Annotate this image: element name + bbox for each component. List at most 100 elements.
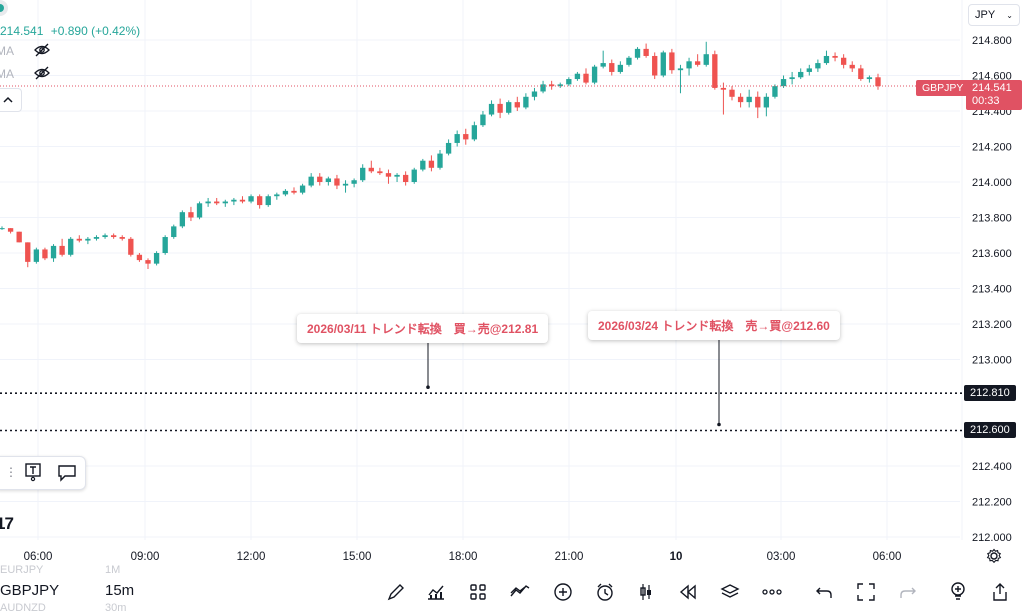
candle [626,55,632,67]
candle [798,68,804,80]
ideas-lightbulb-icon[interactable] [946,580,970,604]
candle-body [506,102,512,113]
candle-body [377,171,383,174]
candle-body [849,64,855,69]
candle-body [463,134,469,140]
price-axis-label: 213.000 [972,355,1012,367]
price-axis-label: 214.200 [972,142,1012,154]
eye-off-icon[interactable] [34,42,50,61]
candle-body [634,48,641,58]
legend-change: +0.890 (+0.42%) [50,24,141,38]
candle-body [42,249,48,259]
candle-body [866,77,873,80]
candle-body [669,52,675,71]
candle [471,121,478,142]
candle [755,91,761,119]
candle-body [763,96,770,108]
candle-body [171,226,177,238]
watchlist-row-above[interactable]: EURJPY 1M [0,564,120,576]
more-options-icon[interactable] [760,580,784,604]
candle-body [488,103,495,115]
annotation-callout-1[interactable]: 2026/03/11 トレンド転換 買→売@212.81 [297,314,549,343]
candle [342,180,349,193]
drag-handle-icon[interactable]: ⋮ [5,465,17,479]
eye-off-icon[interactable] [34,65,50,84]
layers-icon[interactable] [718,580,742,604]
candle [308,173,314,188]
candle-body [798,71,804,78]
annotation-callout-2[interactable]: 2026/03/24 トレンド転換 売→買@212.60 [588,311,840,340]
candle-body [33,249,40,262]
fullscreen-icon[interactable] [854,580,878,604]
candle-body [16,231,22,243]
candle-body [609,63,615,72]
candle [274,192,280,200]
candle [548,80,555,90]
candle-body [265,196,271,206]
indicator-row-1[interactable]: MA [0,43,50,58]
settings-gear-icon[interactable] [986,548,1002,569]
candle [188,206,194,222]
bar-countdown: 00:33 [972,95,1000,107]
candle-body [214,201,220,204]
candle [875,73,881,90]
candle-body [402,174,409,182]
time-axis-label: 18:00 [449,551,478,563]
candle-body [368,167,374,172]
comment-icon[interactable] [57,463,77,488]
candle [25,242,31,268]
candle-type-icon[interactable] [634,580,658,604]
candle [858,64,864,81]
share-icon[interactable] [988,580,1012,604]
alarm-clock-icon[interactable] [593,580,617,604]
candle [179,210,186,229]
candle [214,197,220,206]
price-axis-label: 213.400 [972,284,1012,296]
candle [256,194,263,209]
currency-selector[interactable]: JPY ⌄ [968,4,1020,26]
candle-body [93,237,100,239]
indicators-icon[interactable] [424,580,448,604]
compare-icon[interactable] [508,580,532,604]
layout-grid-icon[interactable] [466,580,490,604]
watchlist-row-below[interactable]: AUDNZD 30m [0,602,126,614]
candle-body [291,190,297,193]
time-axis-label: 21:00 [555,551,584,563]
candle [42,247,48,261]
symbol-logo [0,0,8,16]
replay-rewind-icon[interactable] [676,580,700,604]
candle-body [686,61,692,69]
candle [128,237,134,257]
candle [789,71,795,85]
candle [402,171,409,186]
candle [523,93,529,110]
symbol-interval-selector[interactable]: GBPJPY 15m [0,582,134,599]
candle [617,61,624,74]
add-plus-icon[interactable] [551,580,575,604]
indicator-row-2[interactable]: MA [0,66,50,81]
candle-body [840,57,847,65]
last-price-value: 214.541 [972,82,1012,94]
candle [643,43,649,58]
hline-label-1[interactable]: 212.810 [964,385,1016,401]
hline-label-2[interactable]: 212.600 [964,422,1016,438]
candle [703,41,709,67]
candle [583,68,589,85]
candle-body [299,185,306,193]
text-tool-icon[interactable] [23,462,43,487]
candle [823,50,830,65]
undo-icon[interactable] [812,580,836,604]
candle-body [342,183,349,186]
collapse-legend-button[interactable] [0,88,22,112]
candle [660,50,666,78]
redo-icon[interactable] [896,580,920,604]
draw-pen-icon[interactable] [384,580,408,604]
candle [806,64,812,76]
candle-body [548,84,555,87]
time-axis-label: 06:00 [24,551,53,563]
price-chart[interactable]: 214.800214.600214.400214.200214.000213.8… [0,0,1024,572]
candle-body [136,254,143,261]
current-interval: 15m [105,582,135,599]
candle [488,100,495,117]
candle [171,224,177,239]
